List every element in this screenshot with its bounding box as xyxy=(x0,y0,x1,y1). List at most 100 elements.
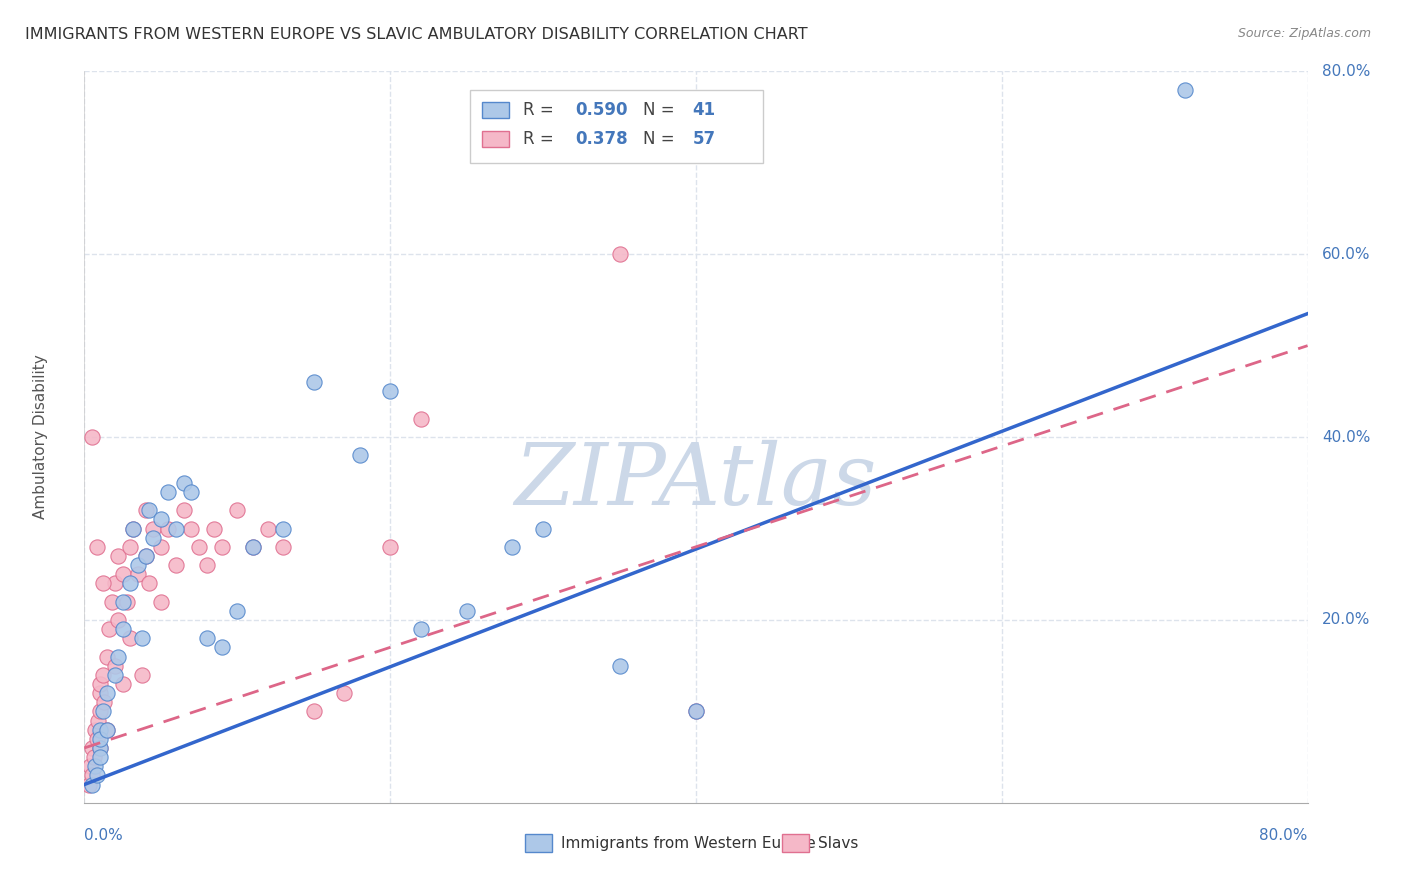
Text: R =: R = xyxy=(523,130,560,148)
Text: Ambulatory Disability: Ambulatory Disability xyxy=(32,355,48,519)
Point xyxy=(157,485,180,500)
Point xyxy=(80,778,103,792)
Point xyxy=(188,540,211,554)
Text: 57: 57 xyxy=(692,130,716,148)
Text: 80.0%: 80.0% xyxy=(1322,64,1371,78)
Point xyxy=(180,485,202,500)
Point xyxy=(242,540,264,554)
Point xyxy=(685,705,707,719)
Point xyxy=(91,576,114,591)
Point xyxy=(86,731,108,746)
Point xyxy=(195,632,218,646)
Point xyxy=(157,521,180,535)
Text: 41: 41 xyxy=(692,101,716,120)
Point xyxy=(242,540,264,554)
Point xyxy=(96,723,118,737)
Point xyxy=(131,667,153,681)
Point xyxy=(96,686,118,700)
Point xyxy=(685,705,707,719)
Point xyxy=(122,521,145,535)
Point xyxy=(120,632,142,646)
Point xyxy=(87,714,110,728)
Point xyxy=(180,521,202,535)
Point xyxy=(502,540,524,554)
FancyBboxPatch shape xyxy=(470,90,763,163)
Point xyxy=(89,705,111,719)
Point xyxy=(80,430,103,444)
Point xyxy=(120,576,142,591)
Point xyxy=(107,613,129,627)
Point xyxy=(79,759,101,773)
Point xyxy=(89,686,111,700)
FancyBboxPatch shape xyxy=(524,834,551,852)
FancyBboxPatch shape xyxy=(482,102,509,118)
Text: IMMIGRANTS FROM WESTERN EUROPE VS SLAVIC AMBULATORY DISABILITY CORRELATION CHART: IMMIGRANTS FROM WESTERN EUROPE VS SLAVIC… xyxy=(25,27,808,42)
Point xyxy=(271,540,294,554)
Point xyxy=(302,705,325,719)
Point xyxy=(89,750,111,764)
Point xyxy=(226,604,249,618)
Text: 60.0%: 60.0% xyxy=(1322,247,1371,261)
Point xyxy=(111,567,134,582)
Point xyxy=(135,549,157,563)
Point xyxy=(120,540,142,554)
Point xyxy=(380,384,402,399)
Point xyxy=(107,649,129,664)
Point xyxy=(409,412,432,426)
Point xyxy=(96,723,118,737)
Text: 0.0%: 0.0% xyxy=(84,829,124,844)
Point xyxy=(131,632,153,646)
Point xyxy=(127,567,149,582)
Point xyxy=(257,521,280,535)
Point xyxy=(149,540,172,554)
Point xyxy=(138,503,160,517)
Point xyxy=(80,768,103,782)
Point xyxy=(380,540,402,554)
Text: N =: N = xyxy=(644,130,681,148)
Point xyxy=(115,594,138,608)
Text: 40.0%: 40.0% xyxy=(1322,430,1371,444)
Point xyxy=(104,576,127,591)
Point xyxy=(84,759,107,773)
Point xyxy=(173,503,195,517)
Text: 20.0%: 20.0% xyxy=(1322,613,1371,627)
Text: Source: ZipAtlas.com: Source: ZipAtlas.com xyxy=(1237,27,1371,40)
Point xyxy=(77,778,100,792)
FancyBboxPatch shape xyxy=(782,834,808,852)
Point xyxy=(91,705,114,719)
Point xyxy=(609,658,631,673)
Point xyxy=(111,622,134,636)
Point xyxy=(202,521,225,535)
Point xyxy=(89,677,111,691)
Point xyxy=(142,521,165,535)
Point xyxy=(135,503,157,517)
Point xyxy=(127,558,149,573)
Point xyxy=(149,594,172,608)
Point xyxy=(83,750,105,764)
Point xyxy=(531,521,554,535)
Point xyxy=(84,723,107,737)
Text: R =: R = xyxy=(523,101,560,120)
Point xyxy=(135,549,157,563)
Point xyxy=(93,695,115,709)
Point xyxy=(173,475,195,490)
Point xyxy=(149,512,172,526)
Point xyxy=(138,576,160,591)
Point xyxy=(211,640,233,655)
Point xyxy=(195,558,218,573)
Point xyxy=(349,448,371,462)
Point xyxy=(333,686,356,700)
Point xyxy=(91,667,114,681)
Text: N =: N = xyxy=(644,101,681,120)
Point xyxy=(104,667,127,681)
FancyBboxPatch shape xyxy=(482,131,509,147)
Point xyxy=(211,540,233,554)
Point xyxy=(86,768,108,782)
Text: ZIPAtlas: ZIPAtlas xyxy=(515,440,877,523)
Text: Slavs: Slavs xyxy=(818,836,859,851)
Point xyxy=(302,375,325,389)
Point xyxy=(271,521,294,535)
Point xyxy=(165,558,187,573)
Point xyxy=(89,740,111,755)
Point xyxy=(101,594,124,608)
